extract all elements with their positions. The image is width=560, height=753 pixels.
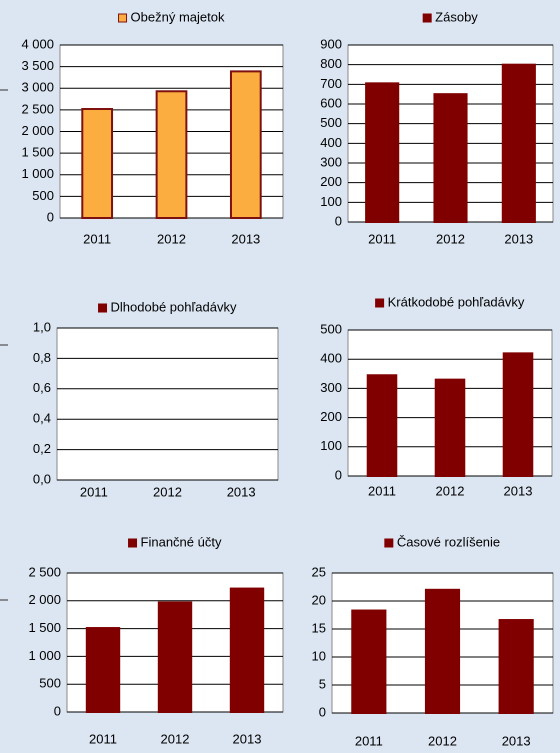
y-tick-label: 3 500: [21, 58, 54, 73]
y-tick-label: 2 000: [28, 592, 61, 607]
y-tick-label: 1 500: [21, 145, 54, 160]
legend-swatch: [384, 538, 394, 548]
legend-label: Obežný majetok: [131, 9, 225, 24]
y-tick-label: 0: [47, 209, 54, 224]
x-tick-label: 2012: [161, 731, 190, 746]
x-tick-label: 2012: [436, 231, 465, 246]
y-tick-label: 800: [320, 56, 342, 71]
y-tick-label: 1 000: [21, 166, 54, 181]
y-tick-label: 0,2: [33, 441, 51, 456]
y-tick-label: 0,8: [33, 350, 51, 365]
y-tick-label: 0,4: [33, 411, 51, 426]
y-tick-label: 100: [320, 438, 342, 453]
legend-swatch: [118, 13, 128, 23]
legend-label: Krátkodobé pohľadávky: [388, 294, 525, 309]
legend-swatch: [98, 303, 108, 313]
x-tick-label: 2011: [368, 231, 396, 246]
y-tick-label: 500: [320, 321, 342, 336]
y-tick-label: 10: [312, 648, 326, 663]
bar: [433, 93, 468, 223]
bar: [155, 90, 188, 219]
bar: [85, 627, 121, 714]
x-tick-label: 2011: [89, 731, 117, 746]
x-tick-label: 2011: [355, 733, 383, 748]
y-tick-label: 300: [320, 154, 342, 169]
legend-label: Dlhodobé pohľadávky: [111, 299, 237, 314]
x-tick-label: 2011: [83, 231, 111, 246]
bar: [424, 588, 461, 714]
plot-area: [56, 327, 279, 481]
bar: [434, 378, 466, 478]
y-tick-label: 600: [320, 95, 342, 110]
legend-swatch: [375, 298, 385, 308]
x-tick-label: 2013: [504, 231, 533, 246]
legend-swatch: [128, 538, 138, 548]
x-tick-label: 2013: [231, 231, 260, 246]
y-tick-label: 0: [335, 467, 342, 482]
bar: [157, 601, 193, 714]
y-tick-label: 200: [320, 409, 342, 424]
y-tick-label: 700: [320, 76, 342, 91]
y-tick-label: 0: [54, 703, 61, 718]
y-tick-label: 2 500: [21, 101, 54, 116]
x-tick-label: 2012: [157, 231, 186, 246]
y-tick-label: 0,0: [33, 471, 51, 486]
y-tick-label: 0: [319, 704, 326, 719]
x-tick-label: 2012: [428, 733, 457, 748]
y-tick-label: 2 500: [28, 564, 61, 579]
y-tick-label: 300: [320, 380, 342, 395]
legend-label: Časové rozlíšenie: [397, 534, 500, 549]
y-tick-label: 20: [312, 592, 326, 607]
bar: [501, 63, 536, 223]
y-tick-label: 5: [319, 676, 326, 691]
x-tick-label: 2013: [227, 484, 256, 499]
x-tick-label: 2012: [153, 484, 182, 499]
bar: [366, 374, 398, 478]
y-tick-label: 200: [320, 174, 342, 189]
bar: [229, 587, 265, 713]
x-tick-label: 2012: [436, 483, 465, 498]
y-tick-label: 1,0: [33, 319, 51, 334]
y-tick-label: 25: [312, 564, 326, 579]
bar: [229, 70, 262, 219]
x-tick-label: 2013: [233, 731, 262, 746]
legend-label: Zásoby: [435, 9, 478, 24]
y-tick-label: 500: [39, 676, 61, 691]
y-tick-label: 0: [335, 213, 342, 228]
y-tick-label: 4 000: [21, 36, 54, 51]
legend-label: Finančné účty: [141, 534, 222, 549]
y-tick-label: 0,6: [33, 380, 51, 395]
y-tick-label: 900: [320, 36, 342, 51]
y-tick-label: 400: [320, 351, 342, 366]
x-tick-label: 2013: [502, 733, 531, 748]
y-tick-label: 500: [320, 115, 342, 130]
y-tick-label: 500: [32, 188, 54, 203]
y-tick-label: 3 000: [21, 80, 54, 95]
legend-swatch: [422, 13, 432, 23]
x-tick-label: 2011: [368, 483, 396, 498]
bar: [81, 108, 114, 219]
y-tick-label: 2 000: [21, 123, 54, 138]
bar: [502, 352, 534, 477]
bar: [351, 609, 387, 715]
bar: [498, 619, 534, 714]
y-tick-label: 15: [312, 620, 326, 635]
y-tick-label: 1 500: [28, 620, 61, 635]
y-tick-label: 1 000: [28, 648, 61, 663]
x-tick-label: 2011: [80, 484, 108, 499]
y-tick-label: 400: [320, 135, 342, 150]
bar: [365, 82, 400, 223]
y-tick-label: 100: [320, 194, 342, 209]
x-tick-label: 2013: [504, 483, 533, 498]
